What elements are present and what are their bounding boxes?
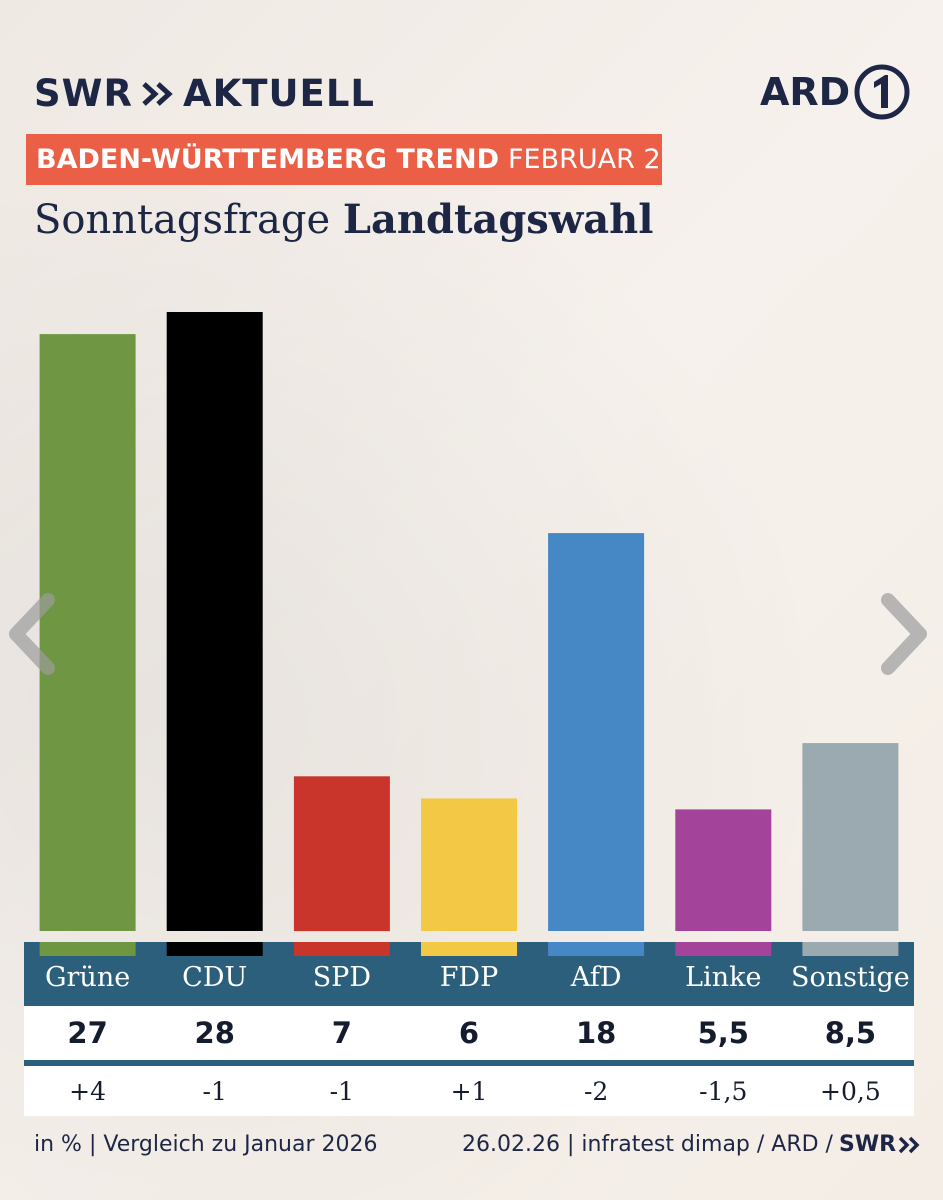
party-change: -1	[329, 1076, 355, 1106]
party-value: 28	[194, 1016, 235, 1050]
party-change: +0,5	[820, 1076, 881, 1106]
title-bold: Landtagswahl	[342, 196, 654, 243]
brand-right-text: AKTUELL	[182, 72, 375, 115]
ard-one-icon	[854, 64, 910, 120]
party-value: 18	[575, 1016, 617, 1050]
party-name: FDP	[439, 961, 499, 993]
party-name: CDU	[182, 961, 248, 993]
bar-afd	[548, 533, 645, 931]
party-change: -2	[583, 1076, 609, 1106]
trend-banner: BADEN-WÜRTTEMBERG TREND FEBRUAR 2026	[26, 134, 662, 185]
footer-brand: SWR	[838, 1132, 897, 1157]
results-table: Grüne CDU SPD FDP AfD Linke Sonstige 27 …	[24, 942, 914, 1116]
chevron-left-icon	[9, 593, 55, 675]
bar-cdu	[166, 312, 263, 931]
ard-text: ARD	[760, 70, 851, 114]
bar-linke	[675, 809, 772, 931]
table-divider	[24, 1060, 914, 1066]
party-name: Grüne	[44, 961, 131, 993]
party-change: +1	[450, 1076, 488, 1106]
footer-source: 26.02.26 | infratest dimap / ARD / SWR	[462, 1132, 922, 1157]
double-chevron-icon	[898, 1136, 920, 1153]
next-button[interactable]	[872, 592, 932, 676]
party-value: 27	[67, 1016, 108, 1050]
party-names-row: Grüne CDU SPD FDP AfD Linke Sonstige	[24, 942, 914, 1006]
party-value: 5,5	[697, 1016, 749, 1050]
party-change: -1	[202, 1076, 227, 1106]
swr-aktuell-logo: SWR AKTUELL	[34, 72, 375, 115]
page-title: Sonntagsfrage Landtagswahl	[34, 196, 653, 243]
party-name: Sonstige	[791, 961, 910, 993]
party-change: -1,5	[699, 1076, 748, 1106]
party-name: Linke	[685, 961, 762, 993]
previous-button[interactable]	[4, 592, 64, 676]
brand-left-text: SWR	[34, 72, 133, 115]
party-value: 7	[331, 1016, 352, 1050]
bar-grüne	[39, 334, 136, 932]
ard-logo: ARD	[760, 62, 912, 122]
bar-fdp	[421, 798, 517, 931]
footer-note: in % | Vergleich zu Januar 2026	[34, 1132, 378, 1157]
party-name: SPD	[312, 961, 371, 993]
party-changes-row: +4 -1 -1 +1 -2 -1,5 +0,5	[24, 1066, 914, 1116]
title-plain: Sonntagsfrage	[34, 197, 331, 243]
party-name: AfD	[570, 961, 622, 993]
trend-bold-text: BADEN-WÜRTTEMBERG TREND	[36, 144, 500, 175]
bar-spd	[293, 776, 390, 932]
chevron-right-icon	[881, 593, 927, 675]
footer-source-text: 26.02.26 | infratest dimap / ARD /	[462, 1132, 833, 1157]
bar-sonstige	[802, 743, 899, 931]
trend-date-text: FEBRUAR 2026	[508, 144, 662, 175]
double-chevron-icon	[142, 81, 173, 106]
party-change: +4	[69, 1076, 106, 1106]
party-value: 8,5	[824, 1016, 877, 1050]
party-value: 6	[458, 1016, 480, 1050]
party-values-row: 27 28 7 6 18 5,5 8,5	[24, 1006, 914, 1060]
